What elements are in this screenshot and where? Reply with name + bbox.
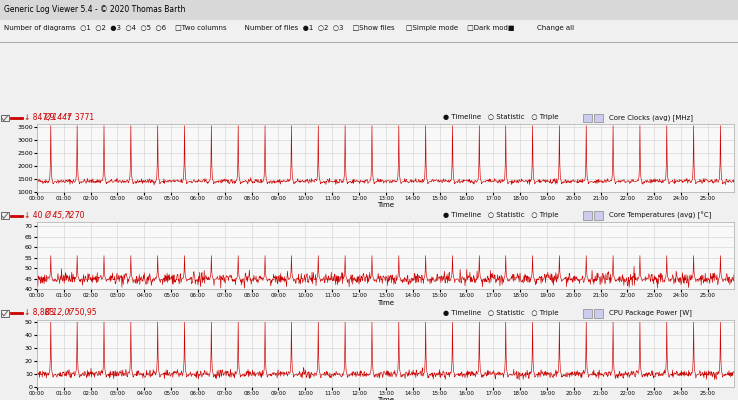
Text: ● Timeline   ○ Statistic   ○ Triple: ● Timeline ○ Statistic ○ Triple [443,114,559,120]
Text: Ø 1447: Ø 1447 [44,113,72,122]
Bar [1,310,9,316]
Text: ↑ 3771: ↑ 3771 [66,113,94,122]
Text: Core Temperatures (avg) [°C]: Core Temperatures (avg) [°C] [609,211,711,219]
Text: Core Clocks (avg) [MHz]: Core Clocks (avg) [MHz] [609,114,693,121]
Bar [583,114,592,122]
Text: Generic Log Viewer 5.4 - © 2020 Thomas Barth: Generic Log Viewer 5.4 - © 2020 Thomas B… [4,6,185,14]
Text: ● Timeline   ○ Statistic   ○ Triple: ● Timeline ○ Statistic ○ Triple [443,310,559,316]
Text: ● Timeline   ○ Statistic   ○ Triple: ● Timeline ○ Statistic ○ Triple [443,212,559,218]
Text: ↓ 8,883: ↓ 8,883 [24,308,55,317]
Bar [1,212,9,219]
Bar [1,115,9,121]
Text: Number of diagrams  ○1  ○2  ●3  ○4  ○5  ○6    □Two columns        Number of file: Number of diagrams ○1 ○2 ●3 ○4 ○5 ○6 □Tw… [4,26,574,32]
X-axis label: Time: Time [377,300,394,306]
Bar [594,211,603,220]
X-axis label: Time: Time [377,202,394,208]
Text: Ø 12,07: Ø 12,07 [44,308,75,317]
X-axis label: Time: Time [377,397,394,400]
Bar [583,309,592,318]
Text: ↑ 50,95: ↑ 50,95 [66,308,97,317]
Bar [594,309,603,318]
Text: Ø 45,72: Ø 45,72 [44,210,75,220]
Text: ↓ 40: ↓ 40 [24,210,43,220]
Bar [594,114,603,122]
Text: CPU Package Power [W]: CPU Package Power [W] [609,309,692,316]
Bar [583,211,592,220]
Text: ↓ 847,9: ↓ 847,9 [24,113,55,122]
Text: ↑ 70: ↑ 70 [66,210,85,220]
